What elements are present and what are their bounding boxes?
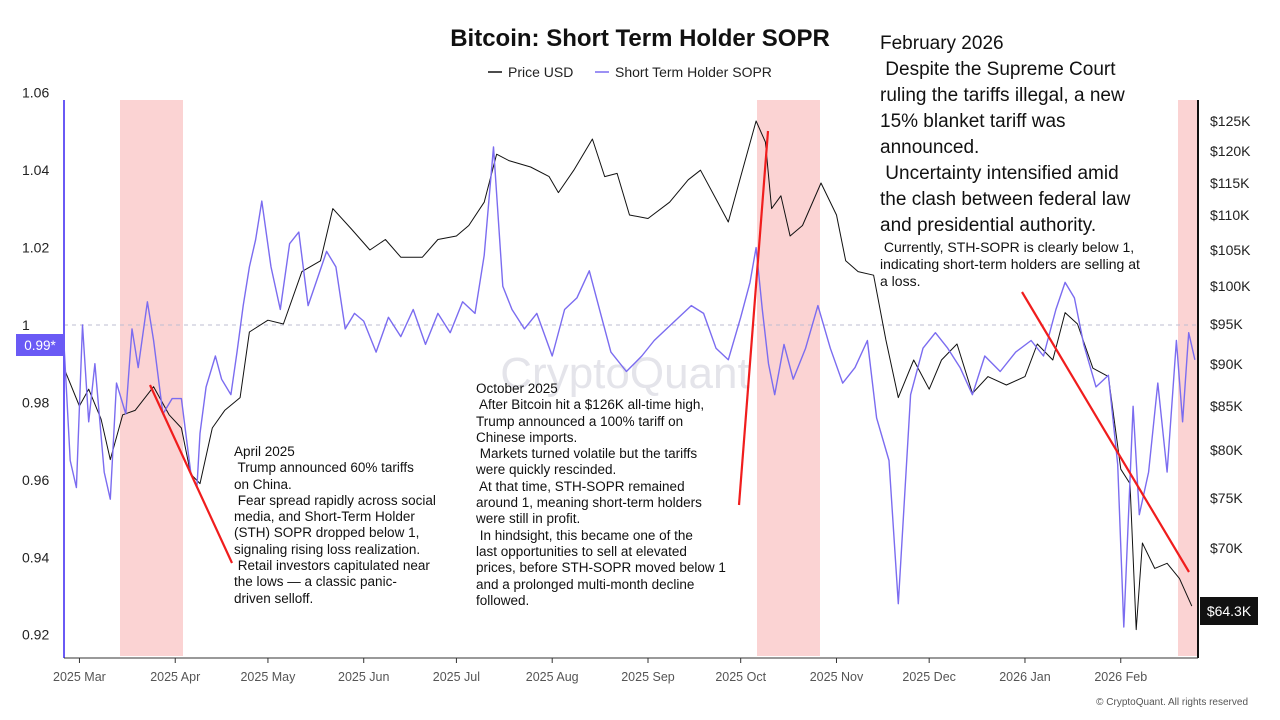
annotation-line: and presidential authority. bbox=[880, 215, 1097, 236]
annotation-line: followed. bbox=[476, 592, 530, 608]
annotation-line: Retail investors capitulated near bbox=[234, 558, 430, 574]
x-axis-tick-label: 2026 Jan bbox=[999, 670, 1050, 684]
left-axis-tick-label: 0.96 bbox=[22, 472, 49, 488]
annotation-line: (STH) SOPR dropped below 1, bbox=[234, 525, 420, 541]
annotation-october-2025: October 2025 After Bitcoin hit a $126K a… bbox=[476, 381, 726, 609]
left-axis-tick-label: 0.92 bbox=[22, 627, 49, 643]
left-axis-tick-label: 0.94 bbox=[22, 549, 49, 565]
legend: Price USD Short Term Holder SOPR bbox=[488, 64, 772, 80]
watermark: CryptoQuant bbox=[500, 349, 749, 398]
annotation-line: October 2025 bbox=[476, 381, 558, 396]
price-usd-line bbox=[63, 120, 1193, 631]
copyright-credit: © CryptoQuant. All rights reserved bbox=[1096, 697, 1248, 708]
x-axis-tick-label: 2025 Mar bbox=[53, 670, 106, 684]
annotation-line: Chinese imports. bbox=[476, 429, 578, 445]
left-axis-tick-label: 1.04 bbox=[22, 162, 49, 178]
left-axis-tick-label: 1 bbox=[22, 317, 30, 333]
right-axis-tick-label: $110K bbox=[1210, 207, 1250, 223]
right-axis-tick-label: $100K bbox=[1210, 278, 1251, 294]
right-axis-tick-label: $95K bbox=[1210, 316, 1243, 332]
annotation-line: media, and Short-Term Holder bbox=[234, 509, 415, 525]
annotation-line: Trump announced 60% tariffs bbox=[234, 460, 414, 476]
right-axis-tick-label: $70K bbox=[1210, 540, 1243, 556]
annotation-line: Despite the Supreme Court bbox=[880, 59, 1116, 80]
legend-price-label[interactable]: Price USD bbox=[508, 64, 573, 80]
shaded-period-1 bbox=[120, 100, 183, 656]
annotation-line: Markets turned volatile but the tariffs bbox=[476, 446, 698, 462]
right-axis-tick-label: $105K bbox=[1210, 242, 1251, 258]
annotation-line: a loss. bbox=[880, 273, 921, 289]
sth-sopr-line bbox=[63, 146, 1196, 628]
trend-line-1 bbox=[149, 384, 233, 564]
legend-sopr-label[interactable]: Short Term Holder SOPR bbox=[615, 64, 772, 80]
annotation-line: 15% blanket tariff was bbox=[880, 111, 1066, 132]
chart-title: Bitcoin: Short Term Holder SOPR bbox=[450, 25, 830, 52]
left-axis-tick-label: 1.06 bbox=[22, 85, 49, 101]
current-sopr-marker: 0.99* bbox=[16, 334, 64, 356]
x-axis-tick-label: 2026 Feb bbox=[1094, 670, 1147, 684]
annotation-line: ruling the tariffs illegal, a new bbox=[880, 85, 1125, 106]
x-axis-tick-label: 2025 Jun bbox=[338, 670, 389, 684]
right-axis-tick-label: $115K bbox=[1210, 175, 1250, 191]
annotation-line: announced. bbox=[880, 137, 980, 158]
shaded-period-3 bbox=[1178, 100, 1198, 656]
current-price-marker: $64.3K bbox=[1200, 597, 1258, 625]
annotation-line: Trump announced a 100% tariff on bbox=[476, 413, 684, 429]
annotation-line: the clash between federal law bbox=[880, 189, 1131, 210]
right-axis-tick-label: $125K bbox=[1210, 113, 1251, 129]
annotation-february-2026: February 2026 Despite the Supreme Court … bbox=[880, 31, 1140, 290]
annotation-line: indicating short-term holders are sellin… bbox=[880, 256, 1140, 272]
annotation-line: were quickly rescinded. bbox=[476, 462, 617, 478]
right-axis-tick-label: $85K bbox=[1210, 398, 1243, 414]
trend-line-3 bbox=[1021, 291, 1190, 573]
annotation-line: In hindsight, this became one of the bbox=[476, 527, 693, 543]
x-axis-tick-label: 2025 Oct bbox=[715, 670, 766, 684]
right-axis-tick-label: $90K bbox=[1210, 356, 1243, 372]
left-axis-tick-label: 0.98 bbox=[22, 394, 49, 410]
right-axis-tick-label: $75K bbox=[1210, 490, 1243, 506]
x-axis-tick-label: 2025 May bbox=[240, 670, 296, 684]
current-sopr-label: 0.99* bbox=[24, 338, 56, 353]
x-axis-tick-label: 2025 Sep bbox=[621, 670, 675, 684]
annotation-line: last opportunities to sell at elevated bbox=[476, 543, 687, 559]
right-axis-tick-label: $120K bbox=[1210, 143, 1251, 159]
annotation-line: Currently, STH-SOPR is clearly below 1, bbox=[880, 239, 1135, 255]
right-axis-tick-label: $80K bbox=[1210, 442, 1243, 458]
x-axis-tick-label: 2025 Nov bbox=[810, 670, 864, 684]
current-price-label: $64.3K bbox=[1207, 603, 1252, 619]
x-axis-tick-label: 2025 Apr bbox=[150, 670, 200, 684]
x-axis-tick-label: 2025 Aug bbox=[526, 670, 579, 684]
annotation-line: Fear spread rapidly across social bbox=[234, 492, 436, 508]
annotation-line: At that time, STH-SOPR remained bbox=[476, 478, 685, 494]
annotation-line: and a prolonged multi-month decline bbox=[476, 576, 695, 592]
annotation-line: Uncertainty intensified amid bbox=[880, 163, 1119, 184]
annotation-line: the lows — a classic panic- bbox=[234, 574, 397, 590]
annotation-line: April 2025 bbox=[234, 444, 295, 459]
shaded-period-2 bbox=[757, 100, 820, 656]
annotation-line: signaling rising loss realization. bbox=[234, 541, 421, 557]
annotation-line: February 2026 bbox=[880, 33, 1004, 54]
x-axis-tick-label: 2025 Jul bbox=[433, 670, 480, 684]
trend-line-2 bbox=[737, 130, 770, 506]
annotation-april-2025: April 2025 Trump announced 60% tariffs o… bbox=[234, 444, 436, 607]
annotation-line: driven selloff. bbox=[234, 590, 314, 606]
annotation-line: prices, before STH-SOPR moved below 1 bbox=[476, 560, 726, 576]
x-axis-tick-label: 2025 Dec bbox=[902, 670, 956, 684]
left-axis-tick-label: 1.02 bbox=[22, 240, 49, 256]
annotation-line: on China. bbox=[234, 476, 292, 492]
annotation-line: After Bitcoin hit a $126K all-time high, bbox=[476, 397, 705, 413]
annotation-line: were still in profit. bbox=[476, 511, 581, 527]
annotation-line: around 1, meaning short-term holders bbox=[476, 495, 702, 511]
